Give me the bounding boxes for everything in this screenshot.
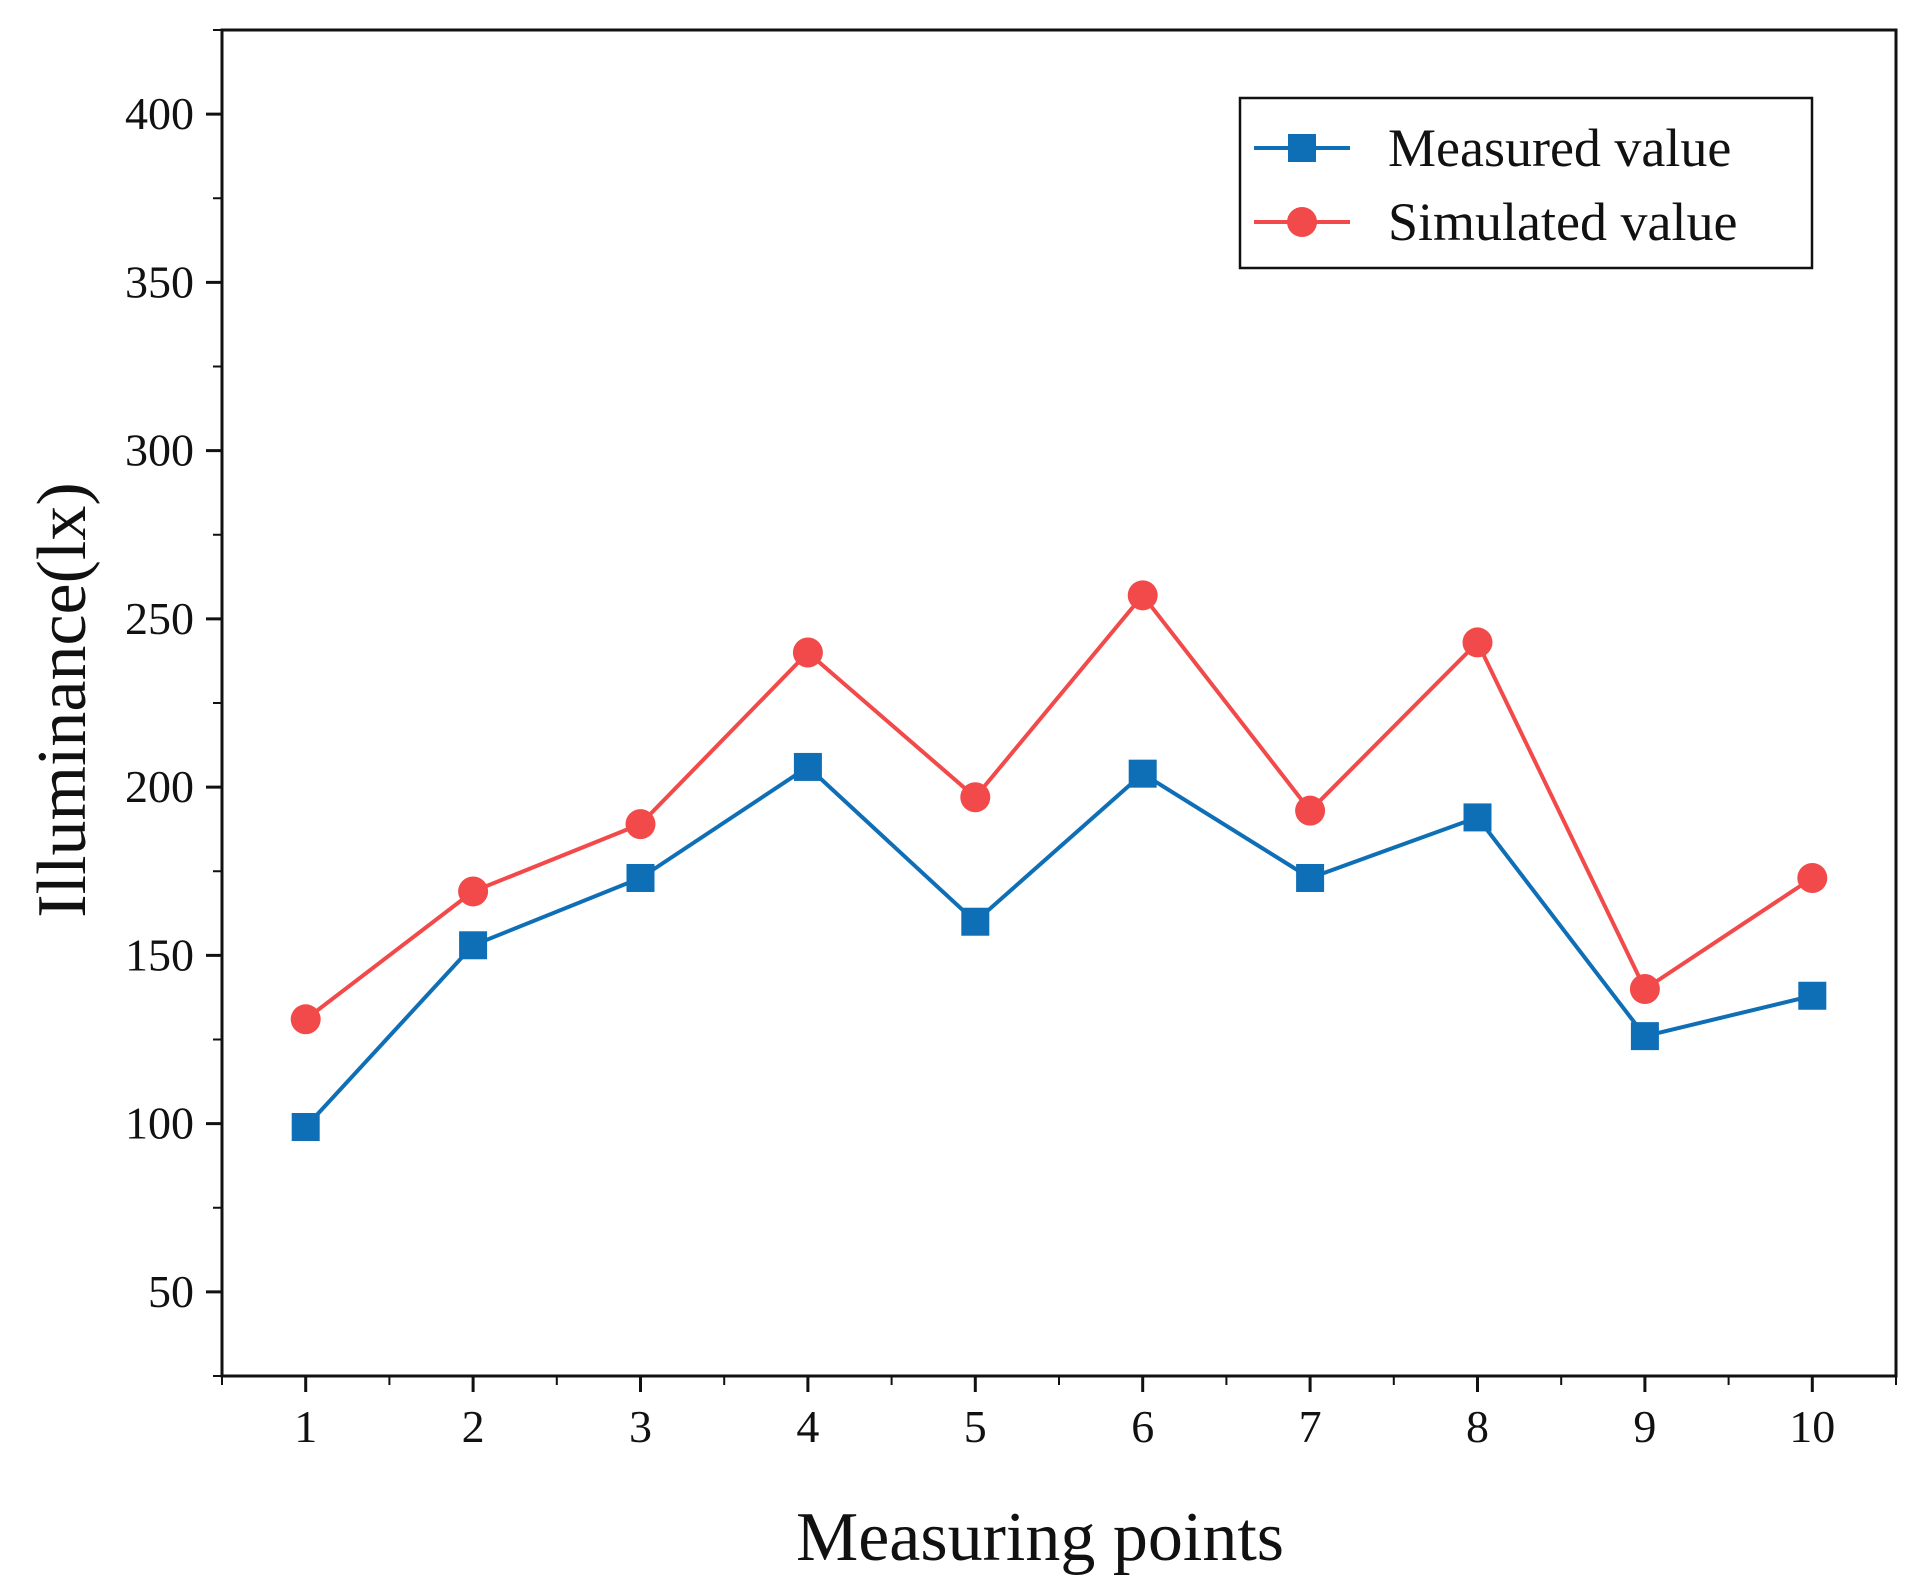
series-layer <box>290 580 1828 1141</box>
series-line <box>304 592 1814 1021</box>
series-1 <box>291 752 1827 1141</box>
data-point-circle <box>1295 795 1326 826</box>
data-point-square <box>1128 759 1157 788</box>
data-point-square <box>1630 1022 1659 1051</box>
data-point-circle <box>290 1004 321 1035</box>
legend-label: Measured value <box>1388 118 1731 178</box>
x-tick-label: 6 <box>1131 1401 1154 1452</box>
data-point-circle <box>458 876 489 907</box>
data-point-circle <box>1462 627 1493 658</box>
x-tick-label: 8 <box>1466 1401 1489 1452</box>
y-tick-label: 100 <box>125 1098 194 1149</box>
y-tick-label: 350 <box>125 256 194 307</box>
legend-item: Simulated value <box>1254 192 1737 252</box>
series-2 <box>290 580 1828 1035</box>
y-tick-label: 300 <box>125 425 194 476</box>
y-tick-label: 250 <box>125 593 194 644</box>
y-tick-label: 400 <box>125 88 194 139</box>
axes: 50 100 150 200 250 300 350 400 1 2 3 4 5 6 7 8 9 10 <box>125 28 1898 1452</box>
data-point-square <box>1463 803 1492 832</box>
data-point-square <box>291 1112 320 1141</box>
data-point-circle <box>1629 974 1660 1005</box>
y-axis-title: Illuminance(lx) <box>24 482 101 917</box>
x-tick-label: 4 <box>796 1401 819 1452</box>
y-tick-label: 200 <box>125 761 194 812</box>
x-tick-label: 5 <box>964 1401 987 1452</box>
x-tick-label: 3 <box>629 1401 652 1452</box>
data-point-square <box>1296 863 1325 892</box>
x-tick-label: 9 <box>1633 1401 1656 1452</box>
data-point-square <box>1798 981 1827 1010</box>
data-point-square <box>961 907 990 936</box>
data-point-circle <box>1797 862 1828 893</box>
y-tick-label: 50 <box>148 1266 194 1317</box>
data-point-square <box>793 752 822 781</box>
x-axis-title: Measuring points <box>796 1499 1284 1576</box>
series-line <box>304 764 1813 1129</box>
legend-item: Measured value <box>1254 118 1731 178</box>
data-point-circle <box>960 782 991 813</box>
legend-marker-square <box>1288 134 1316 162</box>
x-tick-label: 10 <box>1789 1401 1835 1452</box>
data-point-square <box>459 931 488 960</box>
legend: Measured value Simulated value <box>1238 96 1814 270</box>
x-tick-label: 7 <box>1299 1401 1322 1452</box>
data-point-circle <box>792 637 823 668</box>
legend-marker-circle <box>1287 207 1317 237</box>
data-point-square <box>626 863 655 892</box>
x-tick-label: 2 <box>462 1401 485 1452</box>
legend-box <box>1238 96 1814 270</box>
data-point-circle <box>1127 580 1158 611</box>
data-point-circle <box>625 809 656 840</box>
x-tick-label: 1 <box>294 1401 317 1452</box>
legend-label: Simulated value <box>1388 192 1737 252</box>
y-tick-label: 150 <box>125 929 194 980</box>
